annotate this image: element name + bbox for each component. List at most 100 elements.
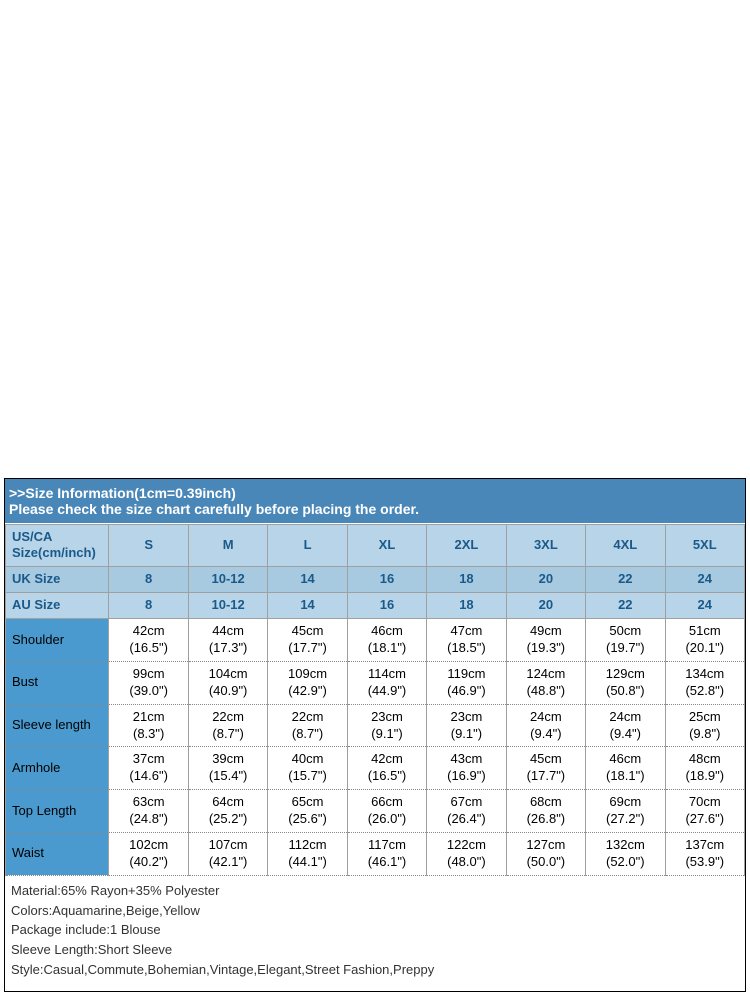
size-table: US/CA Size(cm/inch) S M L XL 2XL 3XL 4XL…	[5, 524, 745, 876]
product-info: Material:65% Rayon+35% Polyester Colors:…	[5, 876, 745, 991]
measurement-cell: 43cm(16.9")	[427, 747, 506, 790]
size-col: 4XL	[586, 524, 665, 567]
measurement-cell: 44cm(17.3")	[188, 619, 267, 662]
info-material: Material:65% Rayon+35% Polyester	[11, 882, 739, 901]
info-sleeve: Sleeve Length:Short Sleeve	[11, 941, 739, 960]
measurement-cell: 134cm(52.8")	[665, 661, 744, 704]
label-uk: UK Size	[6, 567, 109, 593]
header-line2: Please check the size chart carefully be…	[9, 501, 741, 517]
info-style: Style:Casual,Commute,Bohemian,Vintage,El…	[11, 961, 739, 980]
measurement-cell: 114cm(44.9")	[347, 661, 426, 704]
measurement-cell: 122cm(48.0")	[427, 833, 506, 876]
header-line1: >>Size Information(1cm=0.39inch)	[9, 485, 741, 501]
uk-cell: 18	[427, 567, 506, 593]
measurement-cell: 129cm(50.8")	[586, 661, 665, 704]
measurement-cell: 67cm(26.4")	[427, 790, 506, 833]
size-col: 3XL	[506, 524, 585, 567]
measurement-cell: 66cm(26.0")	[347, 790, 426, 833]
measurement-cell: 21cm(8.3")	[109, 704, 188, 747]
measurement-label: Sleeve length	[6, 704, 109, 747]
measurement-row: Shoulder42cm(16.5")44cm(17.3")45cm(17.7"…	[6, 619, 745, 662]
measurement-cell: 65cm(25.6")	[268, 790, 347, 833]
size-header-row: US/CA Size(cm/inch) S M L XL 2XL 3XL 4XL…	[6, 524, 745, 567]
measurement-cell: 102cm(40.2")	[109, 833, 188, 876]
measurement-cell: 45cm(17.7")	[268, 619, 347, 662]
measurement-cell: 23cm(9.1")	[347, 704, 426, 747]
size-chart-container: >>Size Information(1cm=0.39inch) Please …	[4, 478, 746, 992]
measurement-cell: 42cm(16.5")	[109, 619, 188, 662]
size-col: XL	[347, 524, 426, 567]
uk-cell: 24	[665, 567, 744, 593]
measurement-cell: 23cm(9.1")	[427, 704, 506, 747]
measurement-label: Waist	[6, 833, 109, 876]
size-col: L	[268, 524, 347, 567]
au-size-row: AU Size 8 10-12 14 16 18 20 22 24	[6, 593, 745, 619]
measurement-cell: 63cm(24.8")	[109, 790, 188, 833]
measurement-row: Top Length63cm(24.8")64cm(25.2")65cm(25.…	[6, 790, 745, 833]
au-cell: 16	[347, 593, 426, 619]
label-main: US/CA Size(cm/inch)	[6, 524, 109, 567]
au-cell: 24	[665, 593, 744, 619]
measurement-cell: 117cm(46.1")	[347, 833, 426, 876]
measurement-cell: 109cm(42.9")	[268, 661, 347, 704]
measurement-label: Armhole	[6, 747, 109, 790]
size-col: 5XL	[665, 524, 744, 567]
measurement-cell: 51cm(20.1")	[665, 619, 744, 662]
measurement-row: Sleeve length21cm(8.3")22cm(8.7")22cm(8.…	[6, 704, 745, 747]
size-col: 2XL	[427, 524, 506, 567]
measurement-label: Shoulder	[6, 619, 109, 662]
measurement-cell: 46cm(18.1")	[586, 747, 665, 790]
measurement-cell: 24cm(9.4")	[506, 704, 585, 747]
uk-cell: 10-12	[188, 567, 267, 593]
measurement-cell: 112cm(44.1")	[268, 833, 347, 876]
measurement-cell: 42cm(16.5")	[347, 747, 426, 790]
header-banner: >>Size Information(1cm=0.39inch) Please …	[5, 479, 745, 524]
measurement-cell: 46cm(18.1")	[347, 619, 426, 662]
au-cell: 10-12	[188, 593, 267, 619]
measurement-cell: 69cm(27.2")	[586, 790, 665, 833]
uk-cell: 20	[506, 567, 585, 593]
info-package: Package include:1 Blouse	[11, 921, 739, 940]
measurement-cell: 70cm(27.6")	[665, 790, 744, 833]
measurement-cell: 48cm(18.9")	[665, 747, 744, 790]
measurement-cell: 64cm(25.2")	[188, 790, 267, 833]
measurement-cell: 24cm(9.4")	[586, 704, 665, 747]
measurement-cell: 37cm(14.6")	[109, 747, 188, 790]
au-cell: 18	[427, 593, 506, 619]
uk-size-row: UK Size 8 10-12 14 16 18 20 22 24	[6, 567, 745, 593]
measurement-cell: 104cm(40.9")	[188, 661, 267, 704]
au-cell: 8	[109, 593, 188, 619]
measurement-cell: 132cm(52.0")	[586, 833, 665, 876]
size-col: M	[188, 524, 267, 567]
measurement-row: Armhole37cm(14.6")39cm(15.4")40cm(15.7")…	[6, 747, 745, 790]
size-col: S	[109, 524, 188, 567]
measurement-cell: 49cm(19.3")	[506, 619, 585, 662]
label-au: AU Size	[6, 593, 109, 619]
measurement-cell: 39cm(15.4")	[188, 747, 267, 790]
uk-cell: 22	[586, 567, 665, 593]
measurement-cell: 137cm(53.9")	[665, 833, 744, 876]
measurement-cell: 22cm(8.7")	[268, 704, 347, 747]
measurement-cell: 45cm(17.7")	[506, 747, 585, 790]
au-cell: 20	[506, 593, 585, 619]
au-cell: 22	[586, 593, 665, 619]
measurement-cell: 40cm(15.7")	[268, 747, 347, 790]
uk-cell: 8	[109, 567, 188, 593]
measurement-cell: 124cm(48.8")	[506, 661, 585, 704]
measurement-cell: 47cm(18.5")	[427, 619, 506, 662]
measurement-cell: 50cm(19.7")	[586, 619, 665, 662]
uk-cell: 14	[268, 567, 347, 593]
uk-cell: 16	[347, 567, 426, 593]
measurement-label: Top Length	[6, 790, 109, 833]
measurement-cell: 99cm(39.0")	[109, 661, 188, 704]
measurement-cell: 119cm(46.9")	[427, 661, 506, 704]
measurement-row: Bust99cm(39.0")104cm(40.9")109cm(42.9")1…	[6, 661, 745, 704]
info-colors: Colors:Aquamarine,Beige,Yellow	[11, 902, 739, 921]
measurement-cell: 107cm(42.1")	[188, 833, 267, 876]
measurement-row: Waist102cm(40.2")107cm(42.1")112cm(44.1"…	[6, 833, 745, 876]
measurement-cell: 68cm(26.8")	[506, 790, 585, 833]
measurement-cell: 127cm(50.0")	[506, 833, 585, 876]
measurement-cell: 22cm(8.7")	[188, 704, 267, 747]
au-cell: 14	[268, 593, 347, 619]
measurement-label: Bust	[6, 661, 109, 704]
